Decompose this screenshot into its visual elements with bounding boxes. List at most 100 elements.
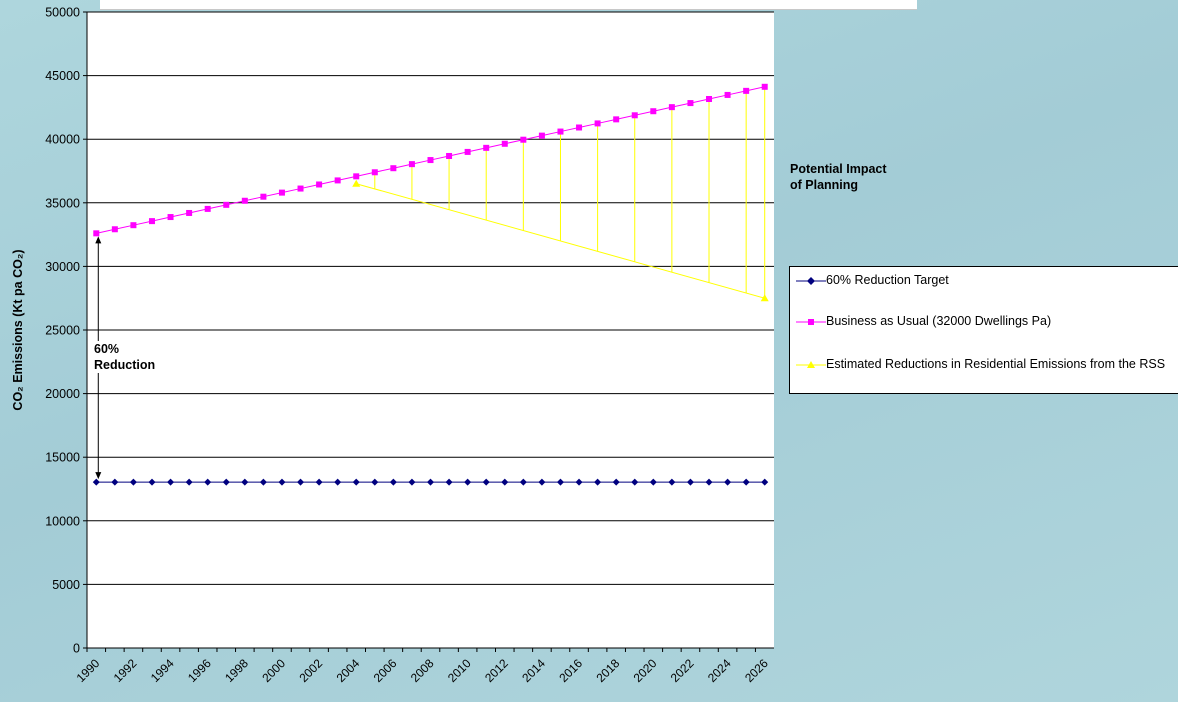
x-tick-label: 2022: [668, 656, 697, 685]
point-target: [724, 478, 732, 486]
point-target: [408, 478, 416, 486]
y-tick-label: 20000: [45, 387, 80, 401]
annotation-potential-impact: Potential Impact of Planning: [790, 162, 887, 192]
y-tick-label: 15000: [45, 451, 80, 465]
y-tick-label: 50000: [45, 6, 80, 20]
point-bau: [334, 177, 341, 184]
x-tick-label: 2008: [408, 656, 437, 685]
x-tick-label: 2018: [594, 656, 623, 685]
point-target: [556, 478, 564, 486]
x-tick-label: 2016: [556, 656, 585, 685]
point-bau: [446, 152, 453, 159]
point-target: [686, 478, 694, 486]
x-tick-label: 2024: [705, 656, 734, 685]
legend-label-rss: Estimated Reductions in Residential Emis…: [826, 357, 1166, 371]
point-bau: [743, 87, 750, 94]
point-bau: [594, 120, 601, 127]
y-axis-title: CO₂ Emissions (Kt pa CO₂): [11, 249, 25, 411]
y-tick-label: 25000: [45, 324, 80, 338]
point-bau: [520, 136, 527, 143]
y-tick-label: 5000: [52, 578, 80, 592]
point-bau: [260, 193, 267, 200]
point-target: [519, 478, 527, 486]
point-target: [761, 478, 769, 486]
point-target: [204, 478, 212, 486]
legend-symbol-target: [796, 277, 826, 285]
series-line-2: [356, 183, 765, 299]
legend-label-target: 60% Reduction Target: [826, 273, 949, 287]
legend-item-target: 60% Reduction Target: [790, 274, 1178, 288]
legend: 60% Reduction Target Business as Usual (…: [789, 266, 1178, 394]
x-tick-label: 2012: [482, 656, 511, 685]
point-bau: [668, 104, 675, 111]
point-bau: [390, 165, 397, 172]
y-tick-label: 30000: [45, 260, 80, 274]
point-target: [668, 478, 676, 486]
point-bau: [557, 128, 564, 135]
x-tick-label: 1998: [222, 656, 251, 685]
point-bau: [297, 185, 304, 192]
point-target: [92, 478, 100, 486]
y-tick-label: 40000: [45, 133, 80, 147]
point-bau: [186, 209, 193, 216]
point-target: [111, 478, 119, 486]
legend-symbol-rss: [796, 361, 826, 368]
x-tick-label: 1994: [148, 656, 177, 685]
point-target: [334, 478, 342, 486]
point-bau: [613, 116, 620, 123]
point-bau: [706, 96, 713, 103]
point-bau: [93, 230, 100, 237]
point-bau: [427, 157, 434, 164]
annotation-60-reduction: 60% Reduction: [94, 341, 204, 373]
point-target: [389, 478, 397, 486]
point-bau: [278, 189, 285, 196]
point-target: [631, 478, 639, 486]
point-bau: [148, 218, 155, 225]
point-target: [427, 478, 434, 486]
x-tick-label: 1992: [111, 656, 140, 685]
point-target: [297, 478, 305, 486]
y-tick-label: 10000: [45, 514, 80, 528]
point-target: [352, 478, 360, 486]
point-bau: [631, 112, 638, 119]
top-panel: [100, 0, 917, 10]
point-target: [705, 478, 713, 486]
point-target: [222, 478, 230, 486]
point-target: [594, 478, 602, 486]
x-tick-label: 1996: [185, 656, 214, 685]
point-bau: [483, 144, 490, 151]
point-rss: [760, 294, 769, 302]
y-tick-label: 0: [73, 642, 80, 656]
point-target: [464, 478, 472, 486]
point-target: [742, 478, 750, 486]
x-tick-label: 2010: [445, 656, 474, 685]
point-bau: [371, 169, 378, 176]
point-target: [649, 478, 657, 486]
point-target: [278, 478, 286, 486]
point-bau: [464, 148, 471, 155]
point-bau: [111, 226, 118, 233]
point-bau: [223, 201, 230, 208]
point-rss: [352, 179, 361, 187]
x-tick-label: 2014: [519, 656, 548, 685]
point-bau: [204, 205, 211, 212]
y-tick-label: 35000: [45, 196, 80, 210]
legend-symbol-bau: [796, 319, 826, 325]
point-bau: [408, 161, 415, 168]
point-target: [538, 478, 546, 486]
point-target: [482, 478, 490, 486]
point-bau: [130, 222, 137, 229]
x-tick-label: 1990: [74, 656, 103, 685]
legend-label-bau: Business as Usual (32000 Dwellings Pa): [826, 314, 1052, 328]
x-tick-label: 2002: [296, 656, 325, 685]
point-bau: [538, 132, 545, 139]
point-bau: [576, 124, 583, 131]
point-target: [167, 478, 175, 486]
x-tick-label: 2000: [259, 656, 288, 685]
reduction-arrow-head-down: [95, 472, 102, 480]
x-tick-label: 2006: [371, 656, 400, 685]
legend-item-bau: Business as Usual (32000 Dwellings Pa): [790, 315, 1178, 329]
point-target: [185, 478, 193, 486]
reduction-arrow-head-up: [95, 236, 102, 244]
point-target: [315, 478, 323, 486]
